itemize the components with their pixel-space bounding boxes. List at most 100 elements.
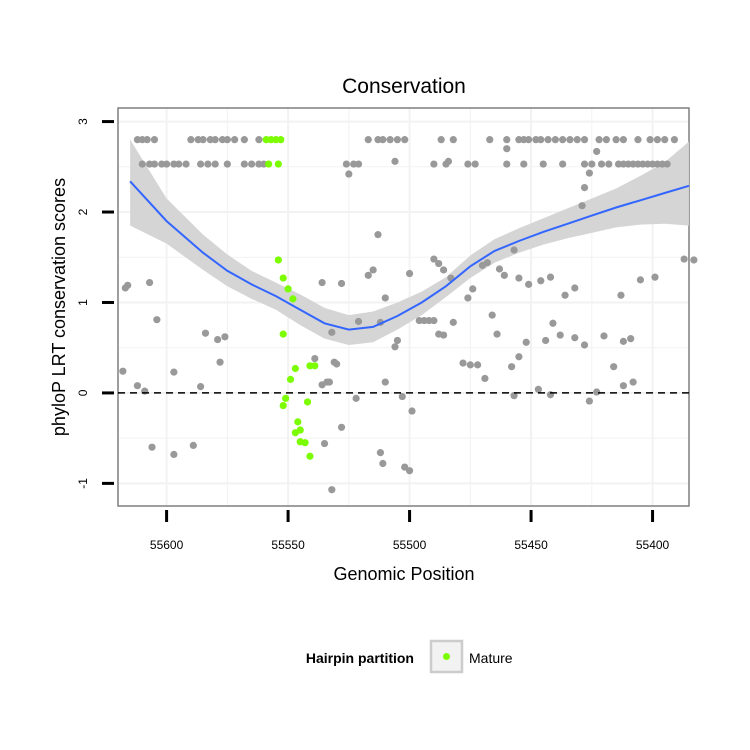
data-point [381, 378, 389, 386]
data-point [170, 450, 178, 459]
data-point [444, 157, 453, 165]
data-point [337, 279, 346, 288]
data-point [525, 136, 533, 144]
data-point [515, 274, 523, 282]
data-point-mature [289, 295, 297, 303]
data-point [503, 145, 511, 153]
x-tick-label: 55600 [150, 538, 184, 552]
data-point [221, 333, 229, 341]
data-point [143, 136, 151, 144]
data-point [398, 392, 406, 401]
data-point [430, 316, 438, 325]
data-point-mature [277, 136, 285, 144]
data-point [240, 136, 248, 144]
data-point [405, 269, 414, 278]
smooth-curve [129, 180, 690, 331]
data-point [619, 337, 627, 345]
panel-border [117, 107, 690, 507]
data-point [546, 273, 555, 281]
data-point [216, 358, 224, 366]
data-point [211, 136, 219, 144]
data-point [214, 335, 222, 344]
data-point [515, 353, 523, 361]
x-tick-label: 55550 [271, 538, 305, 552]
data-point [248, 160, 256, 168]
x-axis: 55600 55550 55500 55450 55400 [150, 510, 670, 552]
data-point [391, 157, 399, 165]
data-point [459, 359, 467, 367]
data-point [354, 160, 363, 168]
data-point [559, 160, 567, 168]
data-point [593, 147, 601, 156]
data-point-mature [282, 394, 290, 402]
data-point [430, 255, 438, 263]
data-point [435, 259, 443, 268]
data-point [580, 341, 589, 349]
data-point [636, 276, 645, 284]
data-point [627, 335, 635, 343]
legend-label-mature: Mature [469, 650, 513, 666]
data-point [605, 160, 613, 168]
data-point [374, 231, 382, 239]
data-point [148, 443, 156, 451]
data-point [364, 136, 372, 144]
points-layer [119, 136, 698, 494]
y-tick-label: -1 [76, 478, 90, 489]
data-point-mature [279, 401, 287, 410]
chart-title: Conservation [342, 75, 466, 98]
data-point [680, 255, 688, 263]
data-point [391, 343, 399, 351]
data-point [342, 160, 350, 168]
data-point-mature [303, 398, 312, 406]
data-point-mature [286, 375, 295, 383]
data-point [602, 136, 610, 144]
data-point [483, 259, 491, 267]
data-point [381, 294, 389, 302]
data-point [170, 368, 178, 376]
y-axis: -1 0 1 2 3 [76, 118, 114, 489]
data-point-mature [284, 285, 292, 293]
y-tick-label: 1 [76, 299, 90, 306]
data-point [551, 136, 559, 144]
data-point [600, 332, 608, 340]
data-point [619, 382, 627, 390]
data-point [187, 136, 195, 144]
data-point [510, 392, 518, 400]
data-point [197, 160, 205, 168]
data-point [240, 160, 248, 168]
data-point [597, 160, 606, 168]
data-point [333, 360, 341, 368]
data-point [469, 285, 477, 293]
data-point [651, 273, 659, 281]
data-point [119, 367, 127, 375]
data-point [364, 271, 372, 279]
data-point [369, 266, 377, 274]
data-point [379, 459, 387, 468]
data-point [495, 265, 504, 273]
data-point [408, 407, 416, 415]
data-point [634, 136, 642, 144]
data-point-mature [274, 160, 282, 168]
data-point [573, 136, 581, 144]
data-point [661, 136, 669, 144]
data-point [471, 160, 479, 168]
data-point [580, 184, 589, 192]
data-point [593, 388, 601, 396]
y-tick-label: 2 [76, 208, 90, 215]
data-point [354, 317, 363, 326]
data-point [376, 449, 385, 457]
data-point [556, 331, 564, 339]
data-point [585, 397, 593, 405]
data-point [474, 361, 482, 369]
data-point [150, 136, 159, 144]
data-point [588, 160, 596, 168]
data-point [439, 331, 448, 339]
data-point [571, 284, 579, 292]
data-point [493, 330, 501, 338]
data-point [612, 136, 620, 144]
y-axis-title: phyloP LRT conservation scores [49, 178, 69, 436]
data-point [145, 278, 154, 287]
data-point [503, 160, 511, 168]
data-point [610, 363, 618, 371]
data-point [393, 136, 402, 144]
